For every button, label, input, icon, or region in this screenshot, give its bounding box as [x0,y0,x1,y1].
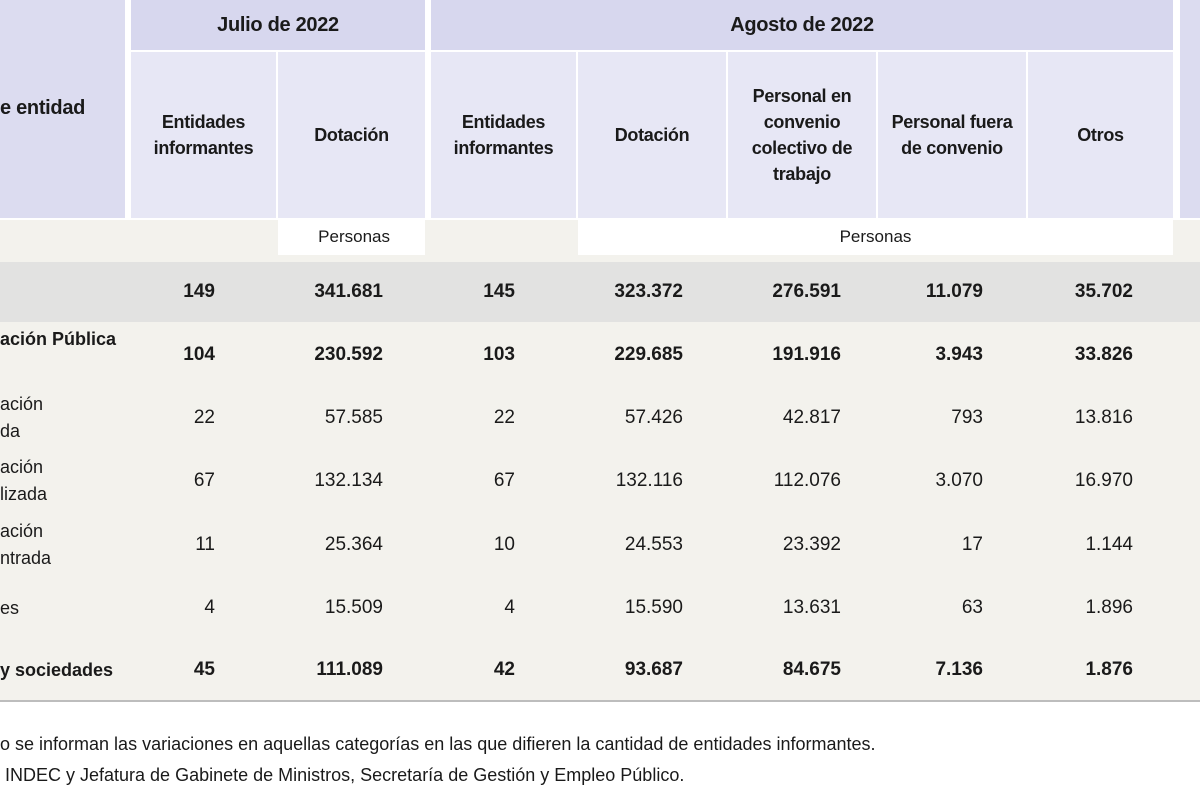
column-header: Entidades informantes [131,52,276,218]
cell-value: 341.681 [314,281,383,302]
cell-value: 10 [493,534,515,555]
cell-value: 7.136 [935,659,983,680]
cell-value: 112.076 [773,470,841,491]
row-label: lizada [0,484,48,504]
column-header: Dotación [578,52,726,218]
cell-value: 1.876 [1085,659,1133,680]
cell-value: 22 [493,407,515,428]
cell-value: 42 [493,659,515,680]
column-header: Personal en convenio colectivo de trabaj… [728,52,876,218]
cell-value: 84.675 [782,659,841,680]
cell-value: 145 [483,281,515,302]
cell-value: 17 [961,534,983,555]
cell-value: 229.685 [614,344,683,365]
row-label: ación [0,394,44,414]
unit-label: Personas [318,227,390,246]
cell-value: 230.592 [314,344,383,365]
cell-value: 16.970 [1074,470,1133,491]
cell-value: 104 [183,344,215,365]
cell-value: 13.816 [1074,407,1133,428]
column-header: Otros [1028,52,1173,218]
column-header: Dotación [278,52,425,218]
cell-value: 132.116 [615,470,683,491]
row-label: y sociedades [0,659,114,680]
cell-value: 67 [493,470,515,491]
unit-label: Personas [839,227,912,246]
row-label: ación [0,457,44,477]
cell-value: 57.426 [624,407,683,428]
group-header: Julio de 2022 [131,0,425,50]
cell-value: 13.631 [782,597,841,618]
cell-value: 24.553 [624,534,683,555]
cell-value: 1.896 [1085,597,1133,618]
column-header: Entidades informantes [431,52,576,218]
cell-value: 22 [193,407,215,428]
cell-value: 149 [183,281,215,302]
cell-value: 23.392 [782,534,841,555]
cell-value: 3.943 [935,344,983,365]
note: o se informan las variaciones en aquella… [0,734,876,754]
cell-value: 42.817 [782,407,841,428]
cell-value: 11.079 [925,281,983,302]
cell-value: 4 [204,597,215,618]
units-cell-bg [278,220,425,255]
row-label: ación Pública [0,329,117,349]
cell-value: 191.916 [772,344,841,365]
row-label: ación [0,521,44,541]
cell-value: 93.687 [624,659,683,680]
cell-value: 276.591 [772,281,841,302]
row-header-cell [0,0,125,218]
cell-value: 63 [961,597,983,618]
cell-value: 132.134 [314,470,383,491]
cell-value: 4 [504,597,515,618]
cell-value: 15.509 [324,597,383,618]
row-label: ntrada [0,548,52,568]
cell-value: 103 [483,344,515,365]
total-row-bg [0,262,1200,322]
table-bottom-rule [0,700,1200,702]
row-header-label: e entidad [0,97,86,119]
cell-value: 45 [193,659,215,680]
edge-cell [1180,0,1200,218]
cell-value: 111.089 [316,659,383,680]
cell-value: 35.702 [1074,281,1133,302]
cell-value: 25.364 [324,534,383,555]
cell-value: 3.070 [935,470,983,491]
row-label: da [0,421,21,441]
cell-value: 15.590 [624,597,683,618]
column-header: Personal fuera de convenio [878,52,1026,218]
cell-value: 33.826 [1074,344,1133,365]
cell-value: 1.144 [1085,534,1133,555]
group-header: Agosto de 2022 [431,0,1173,50]
cell-value: 323.372 [614,281,683,302]
cell-value: 67 [193,470,215,491]
cell-value: 793 [951,407,983,428]
cell-value: 11 [195,534,215,555]
units-cell-bg [578,220,1173,255]
note: INDEC y Jefatura de Gabinete de Ministro… [0,765,685,785]
row-label: es [0,597,20,618]
cell-value: 57.585 [324,407,383,428]
table-body-bg [0,255,1200,700]
